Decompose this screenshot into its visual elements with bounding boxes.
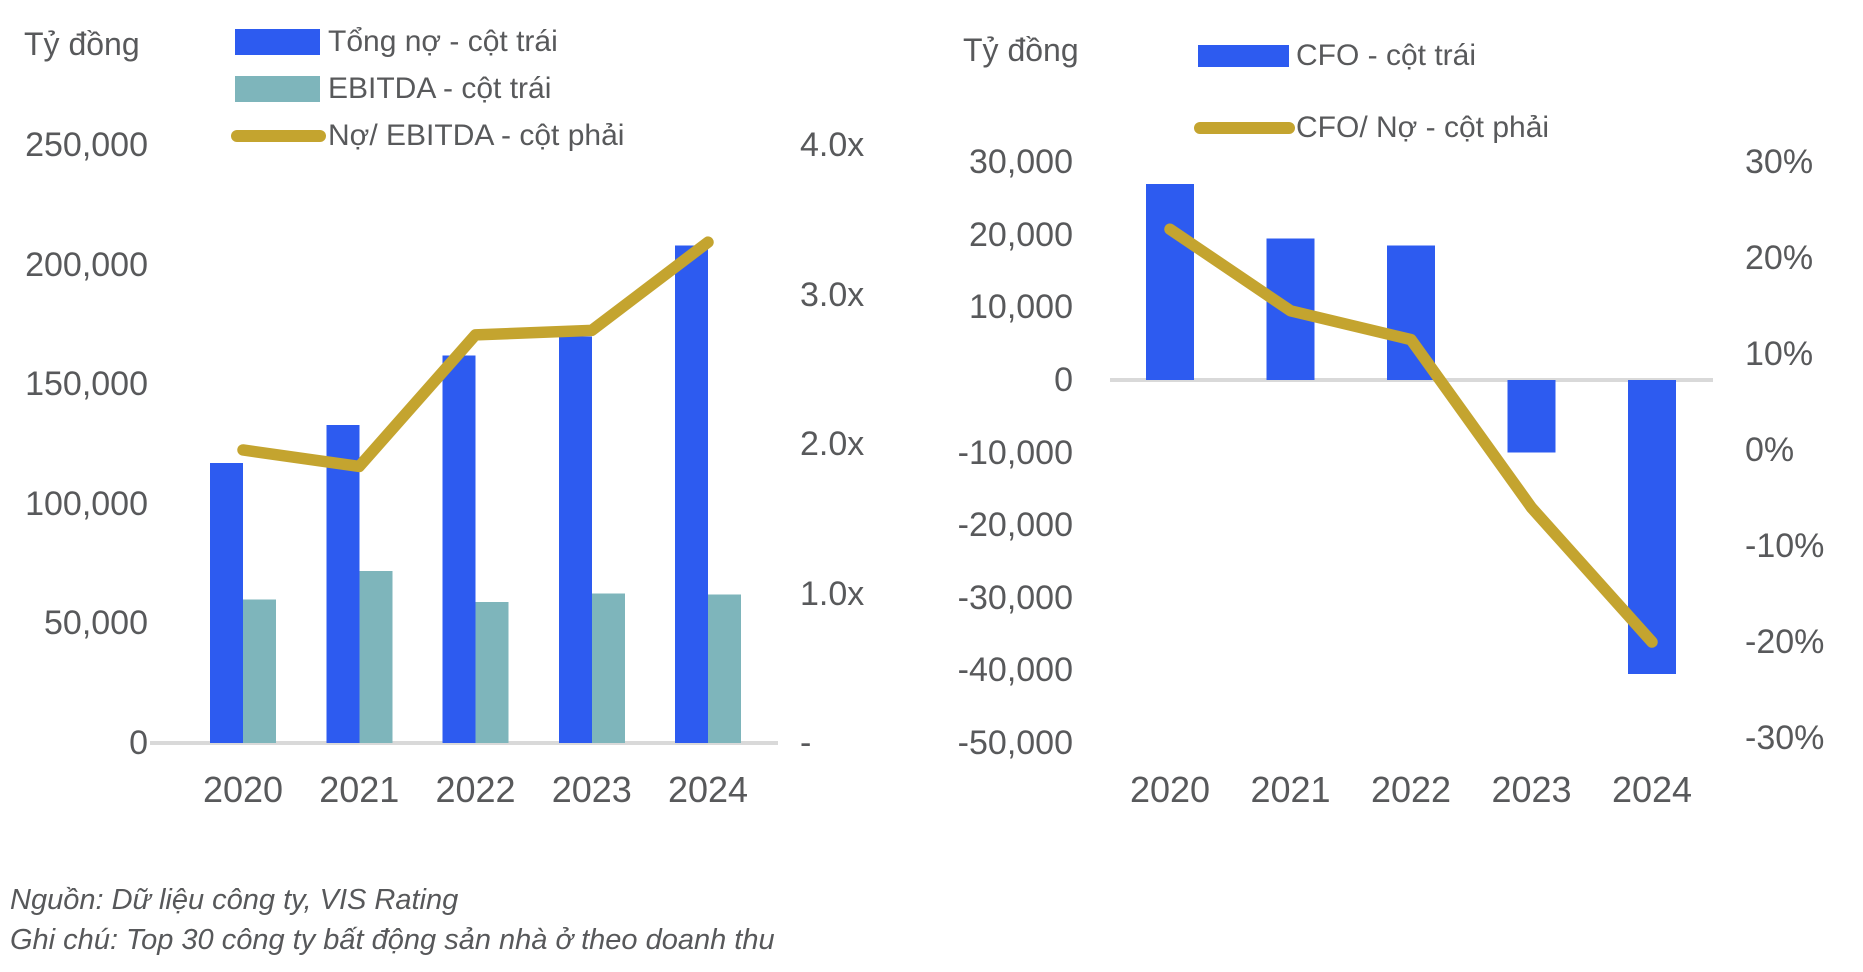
legend-label: CFO/ Nợ - cột phải <box>1296 111 1550 144</box>
bar-debt-ebitda-s1-2022 <box>475 601 509 743</box>
left-chart-axis-title: Tỷ đồng <box>24 26 140 62</box>
x-axis-tick-label: 2020 <box>1129 769 1211 810</box>
x-axis-tick-label: 2021 <box>319 769 400 810</box>
bar-cfo-s0-2020 <box>1146 183 1194 380</box>
y-axis-left-tick-label: -40,000 <box>957 651 1073 690</box>
x-axis-tick-label: 2022 <box>435 769 516 810</box>
bar-debt-ebitda-s0-2023 <box>558 336 592 743</box>
bar-debt-ebitda-s0-2022 <box>442 355 476 743</box>
bar-debt-ebitda-s0-2020 <box>210 463 243 743</box>
legend-line-swatch <box>231 130 326 142</box>
y-axis-right-tick-label: -30% <box>1745 719 1825 757</box>
bar-cfo-s0-2024 <box>1628 379 1676 675</box>
bar-cfo-s0-2023 <box>1507 379 1556 453</box>
x-axis-tick-label: 2021 <box>1250 769 1331 810</box>
y-axis-left-tick-label: -30,000 <box>957 578 1073 617</box>
bar-debt-ebitda-s0-2021 <box>326 424 360 743</box>
y-axis-right-tick-label: 2.0x <box>800 425 865 463</box>
y-axis-left-tick-label: 30,000 <box>969 143 1073 181</box>
y-axis-right-tick-label: 20% <box>1745 239 1814 277</box>
y-axis-left-tick-label: 100,000 <box>25 484 148 523</box>
legend-swatch-teal <box>235 76 320 102</box>
y-axis-right-tick-label: 0% <box>1745 431 1795 469</box>
legend-label: CFO - cột trái <box>1296 39 1477 72</box>
y-axis-left-tick-label: 20,000 <box>969 215 1073 254</box>
y-axis-right-tick-label: 10% <box>1745 335 1814 373</box>
y-axis-left-tick-label: 0 <box>129 724 148 762</box>
x-axis-tick-label: 2024 <box>1611 769 1693 810</box>
y-axis-right-tick-label: 3.0x <box>800 275 865 314</box>
legend-label: Tổng nợ - cột trái <box>328 25 558 58</box>
bar-cfo-s0-2021 <box>1266 238 1315 380</box>
y-axis-right-tick-label: 30% <box>1745 143 1814 181</box>
right-chart-axis-title: Tỷ đồng <box>963 32 1079 68</box>
bar-debt-ebitda-s1-2021 <box>359 570 393 743</box>
y-axis-right-tick-label: -20% <box>1745 623 1825 661</box>
y-axis-left-tick-label: -50,000 <box>957 724 1073 762</box>
y-axis-right-tick-label: 1.0x <box>800 574 865 613</box>
y-axis-left-tick-label: 50,000 <box>44 604 148 643</box>
y-axis-left-tick-label: 200,000 <box>25 245 148 284</box>
y-axis-left-tick-label: 10,000 <box>969 288 1073 327</box>
x-axis-tick-label: 2022 <box>1370 769 1452 810</box>
line-debt-ebitda-0 <box>237 236 714 473</box>
y-axis-left-tick-label: 150,000 <box>25 365 148 404</box>
y-axis-left-tick-label: 250,000 <box>25 126 148 164</box>
legend-label: EBITDA - cột trái <box>328 72 552 105</box>
legend-swatch-blue <box>1198 45 1289 67</box>
legend-label: Nợ/ EBITDA - cột phải <box>328 119 625 152</box>
y-axis-left-tick-label: -20,000 <box>957 506 1073 545</box>
legend-swatch-blue <box>235 29 320 55</box>
bar-debt-ebitda-s0-2024 <box>675 245 708 744</box>
line-cfo-0 <box>1164 223 1658 648</box>
y-axis-right-tick-label: -10% <box>1745 527 1825 565</box>
bar-cfo-s0-2022 <box>1387 245 1435 380</box>
source-note: Nguồn: Dữ liệu công ty, VIS Rating <box>10 884 459 916</box>
x-axis-tick-label: 2023 <box>551 769 632 810</box>
y-axis-left-tick-label: -10,000 <box>957 433 1073 472</box>
y-axis-right-tick-label: - <box>800 724 812 762</box>
bar-debt-ebitda-s1-2024 <box>708 594 741 743</box>
bar-debt-ebitda-s1-2020 <box>243 599 276 743</box>
legend-line-swatch <box>1194 122 1295 134</box>
y-axis-right-tick-label: 4.0x <box>800 126 865 164</box>
method-note: Ghi chú: Top 30 công ty bất động sản nhà… <box>10 924 775 956</box>
y-axis-left-tick-label: 0 <box>1054 360 1073 399</box>
x-axis-tick-label: 2020 <box>202 769 284 810</box>
bar-debt-ebitda-s1-2023 <box>591 593 625 743</box>
x-axis-tick-label: 2024 <box>667 769 749 810</box>
x-axis-tick-label: 2023 <box>1491 769 1572 810</box>
